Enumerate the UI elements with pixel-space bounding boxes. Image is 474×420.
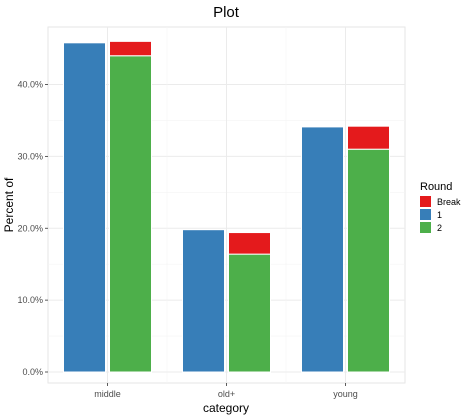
legend-label: 2: [437, 223, 442, 233]
bar-young-2: [347, 148, 390, 373]
x-axis-label: category: [203, 401, 249, 415]
legend-title: Round: [420, 181, 452, 193]
y-axis-label: Percent of: [2, 177, 16, 232]
legend-key-break: [420, 196, 431, 207]
bar-middle-2: [109, 55, 152, 373]
y-axis-ticks: 0.0% 10.0% 20.0% 30.0% 40.0%: [17, 80, 48, 377]
legend-key-2: [420, 222, 431, 233]
x-axis-ticks: middle old+ young: [94, 383, 358, 399]
x-tick-label: old+: [218, 389, 235, 399]
y-tick-label: 10.0%: [17, 295, 43, 305]
bar-young-1: [301, 126, 344, 373]
bar-old-break: [228, 232, 271, 255]
legend: Round Break 1 2: [420, 181, 461, 233]
legend-label: 1: [437, 210, 442, 220]
bar-young-break: [347, 125, 390, 150]
bar-old-2: [228, 253, 271, 373]
chart-title: Plot: [213, 4, 240, 21]
y-tick-label: 0.0%: [22, 367, 43, 377]
bar-old-1: [182, 229, 225, 373]
x-tick-label: young: [333, 389, 358, 399]
y-tick-label: 30.0%: [17, 151, 43, 161]
legend-key-1: [420, 209, 431, 220]
y-tick-label: 20.0%: [17, 223, 43, 233]
bars-layer: [63, 40, 390, 373]
bar-middle-break: [109, 40, 152, 57]
x-tick-label: middle: [94, 389, 121, 399]
gridlines: [48, 27, 405, 383]
legend-label: Break: [437, 197, 461, 207]
bar-middle-1: [63, 42, 106, 373]
y-tick-label: 40.0%: [17, 80, 43, 90]
